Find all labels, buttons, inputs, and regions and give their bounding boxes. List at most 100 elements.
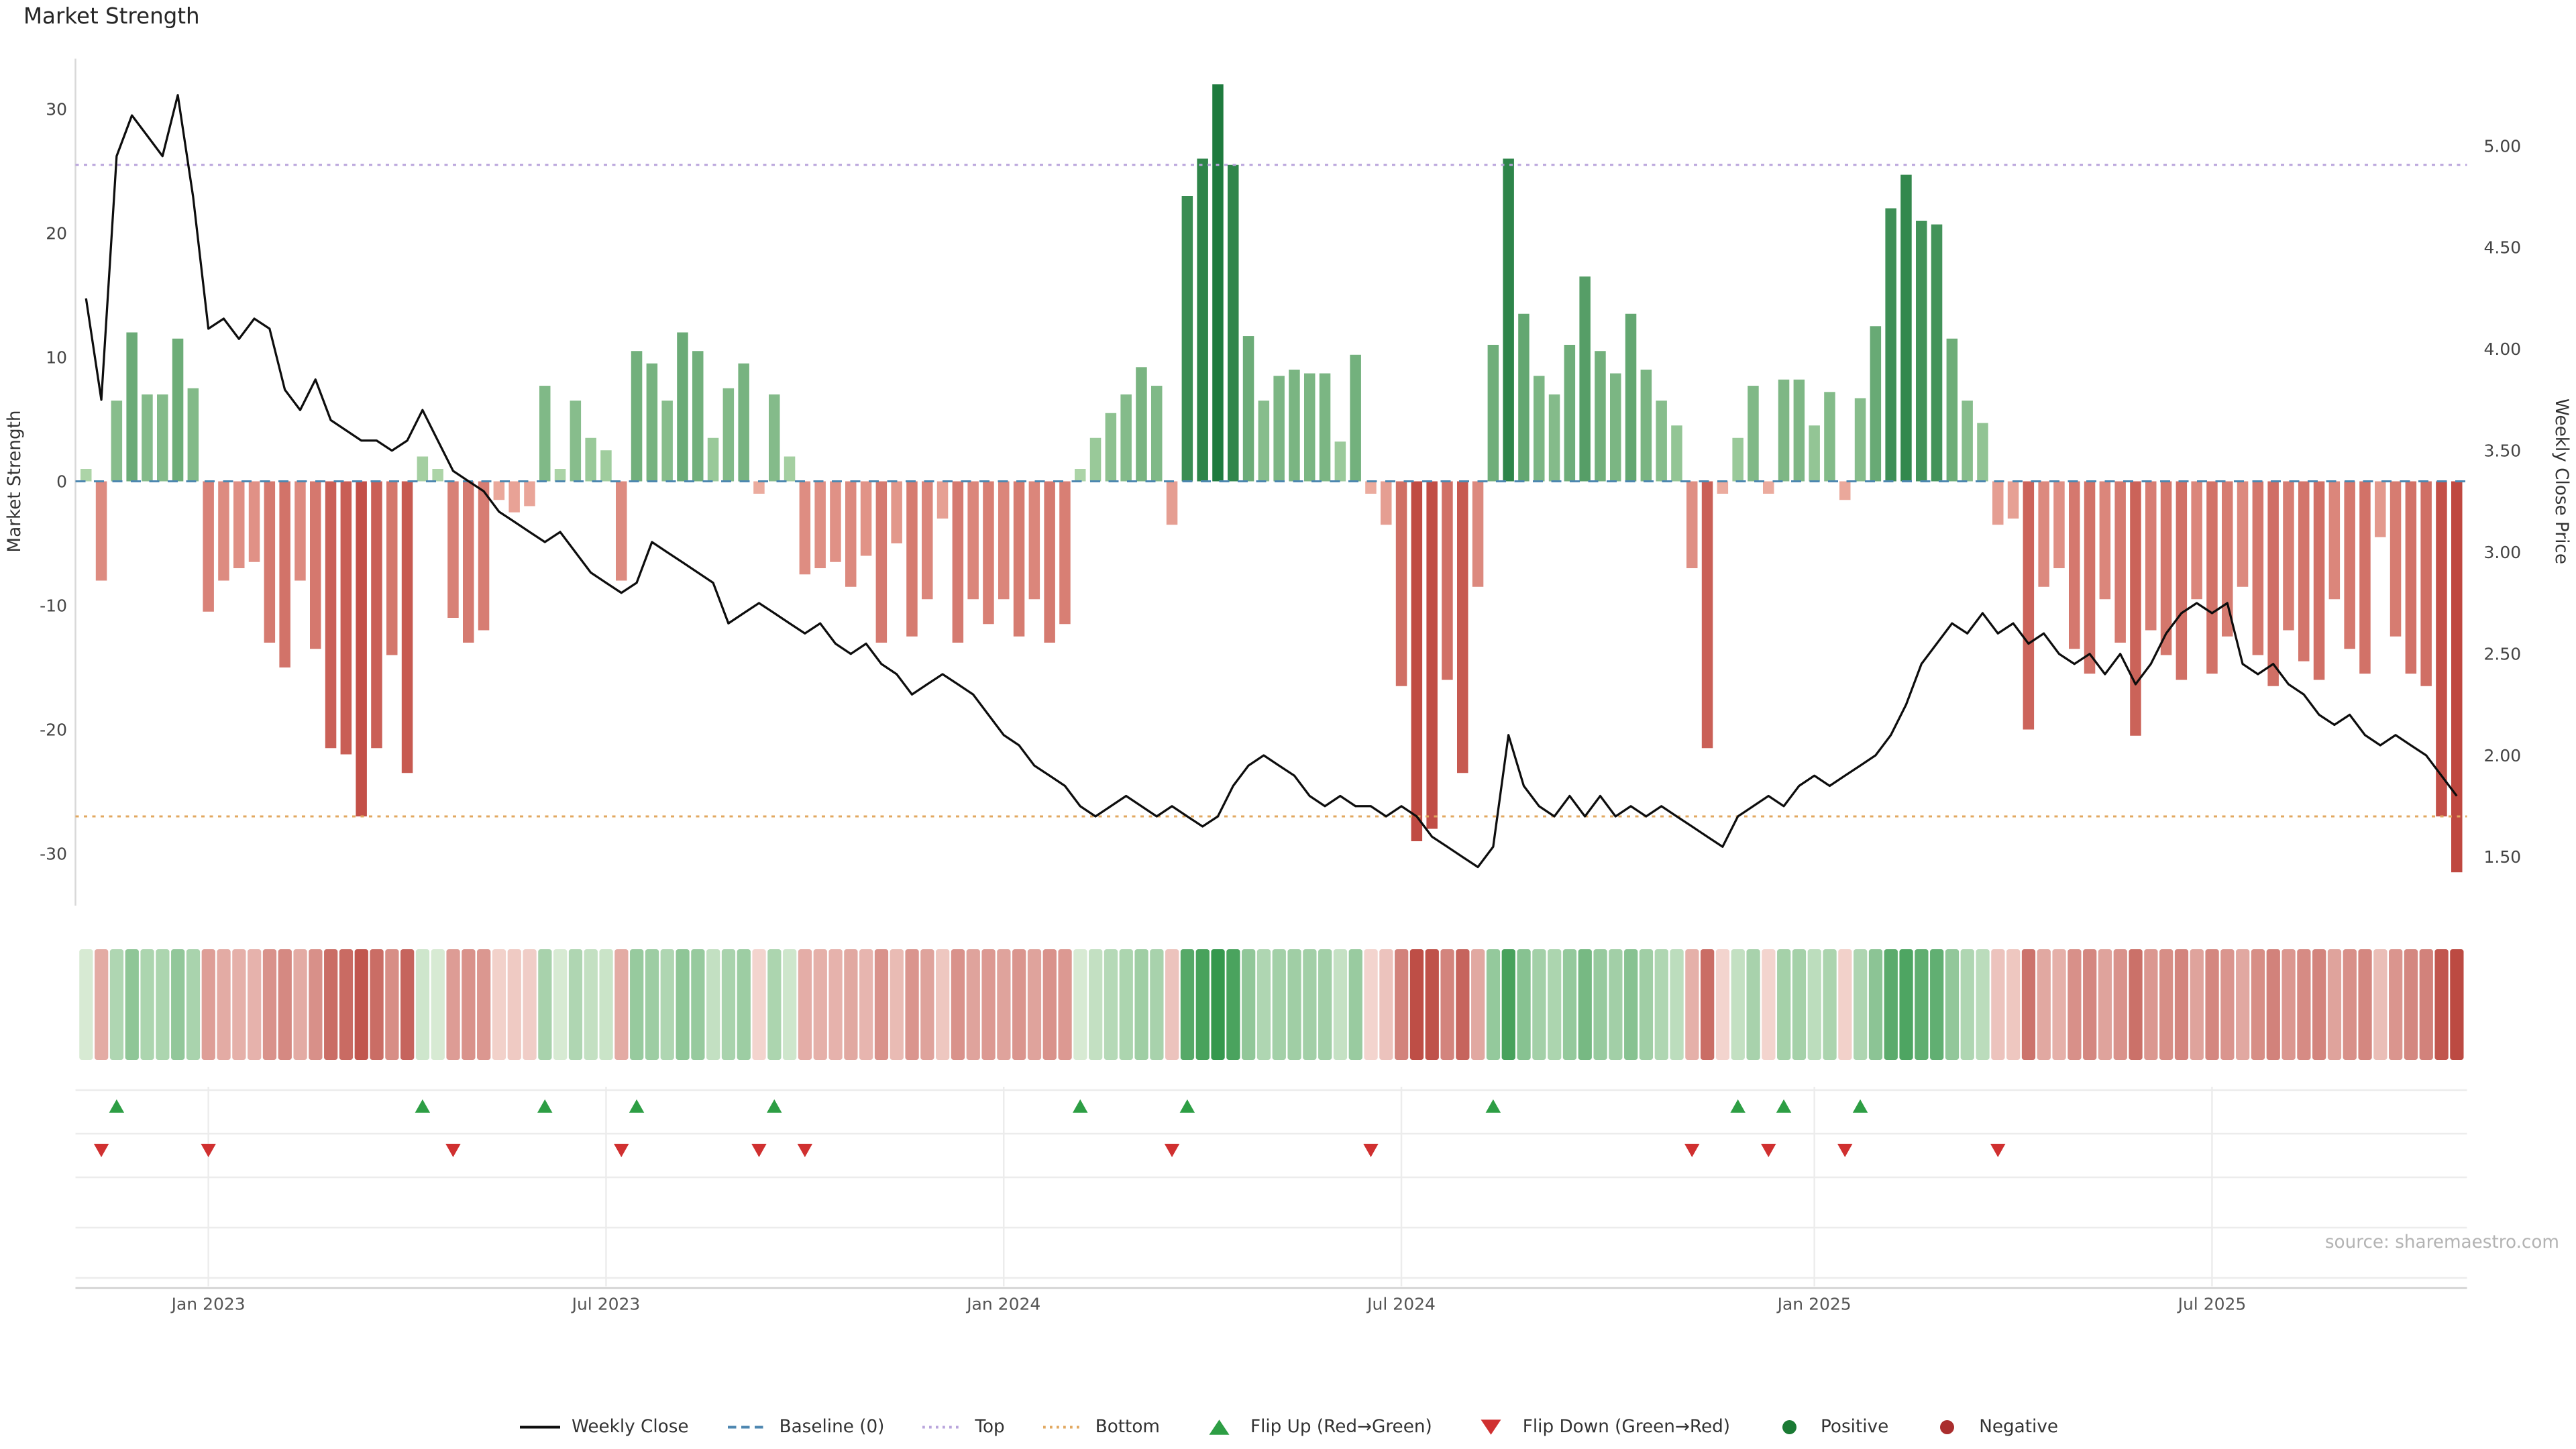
- heatmap-cell: [2389, 949, 2403, 1060]
- legend-dot-icon: [1782, 1420, 1796, 1434]
- strength-bar-negative: [1365, 481, 1377, 494]
- heatmap-cell: [79, 949, 93, 1060]
- heatmap-cell: [783, 949, 797, 1060]
- strength-bar-positive: [1151, 386, 1163, 482]
- legend-item-label: Bottom: [1095, 1417, 1160, 1438]
- heatmap-cell: [584, 949, 598, 1060]
- strength-bar-negative: [2099, 481, 2111, 600]
- strength-bar-positive: [1319, 373, 1331, 482]
- heatmap-cell: [1731, 949, 1745, 1060]
- strength-bar-positive: [80, 469, 92, 482]
- strength-bar-negative: [401, 481, 413, 773]
- heatmap-cell: [2404, 949, 2418, 1060]
- heatmap-cell: [691, 949, 705, 1060]
- strength-bar-positive: [692, 351, 704, 482]
- legend-dotted-line-icon: [1043, 1426, 1084, 1429]
- heatmap-cell: [201, 949, 215, 1060]
- flip-down-marker: [797, 1144, 813, 1157]
- heatmap-cell: [1609, 949, 1623, 1060]
- strength-bar-negative: [845, 481, 857, 587]
- strength-bar-negative: [922, 481, 933, 600]
- flip-down-marker: [1684, 1144, 1700, 1157]
- heatmap-cell: [1440, 949, 1454, 1060]
- heatmap-cell: [2174, 949, 2189, 1060]
- strength-bar-positive: [1181, 196, 1193, 482]
- strength-bar-positive: [677, 332, 688, 482]
- heatmap-cell: [156, 949, 170, 1060]
- strength-bar-positive: [1136, 367, 1147, 482]
- strength-bar-negative: [2267, 481, 2279, 686]
- strength-bar-positive: [1075, 469, 1086, 482]
- strength-bar-negative: [2145, 481, 2157, 631]
- heatmap-cell: [813, 949, 827, 1060]
- heatmap-cell: [1226, 949, 1240, 1060]
- heatmap-cell: [217, 949, 231, 1060]
- heatmap-cell: [1777, 949, 1791, 1060]
- strength-bar-negative: [95, 481, 107, 581]
- heatmap-cell: [660, 949, 674, 1060]
- strength-bar-negative: [2084, 481, 2096, 674]
- heatmap-cell: [2373, 949, 2387, 1060]
- heatmap-cell: [309, 949, 323, 1060]
- legend-item-negative: Negative: [1925, 1417, 2058, 1438]
- legend-dashed-line-icon: [727, 1426, 768, 1429]
- strength-bar-positive: [1503, 158, 1514, 482]
- strength-bar-positive: [661, 400, 673, 482]
- strength-bar-positive: [738, 363, 749, 482]
- strength-bar-negative: [998, 481, 1010, 600]
- heatmap-cell: [1318, 949, 1332, 1060]
- strength-bar-positive: [539, 386, 551, 482]
- flip-up-marker: [629, 1099, 645, 1113]
- strength-bar-positive: [1273, 376, 1285, 482]
- heatmap-cell: [1532, 949, 1546, 1060]
- left-axis-tick-label: -20: [40, 720, 67, 739]
- strength-bar-negative: [1763, 481, 1774, 494]
- legend-dot-icon: [1940, 1420, 1955, 1434]
- strength-bar-positive: [1778, 379, 1790, 482]
- heatmap-cell: [1471, 949, 1485, 1060]
- heatmap-cell: [951, 949, 965, 1060]
- flip-down-marker: [445, 1144, 461, 1157]
- strength-bar-negative: [371, 481, 382, 749]
- strength-bar-negative: [906, 481, 918, 637]
- strength-bar-positive: [1089, 437, 1102, 482]
- flip-down-marker: [614, 1144, 629, 1157]
- heatmap-cell: [2083, 949, 2097, 1060]
- x-axis-tick-label: Jul 2025: [2177, 1295, 2247, 1314]
- strength-bar-negative: [2283, 481, 2294, 631]
- heatmap-cell: [1548, 949, 1562, 1060]
- strength-bar-positive: [142, 394, 153, 482]
- strength-bar-positive: [1212, 84, 1224, 482]
- heatmap-cell: [1042, 949, 1057, 1060]
- heatmap-cell: [1823, 949, 1837, 1060]
- heatmap-cell: [507, 949, 521, 1060]
- heatmap-cell: [2144, 949, 2158, 1060]
- strength-bar-negative: [2023, 481, 2035, 730]
- strength-bar-positive: [1595, 351, 1606, 482]
- heatmap-cell: [1884, 949, 1898, 1060]
- strength-bar-negative: [1013, 481, 1025, 637]
- heatmap-cell: [798, 949, 812, 1060]
- right-axis-tick-label: 4.50: [2484, 238, 2522, 258]
- strength-bar-negative: [2222, 481, 2233, 637]
- strength-bar-negative: [310, 481, 321, 649]
- strength-bar-negative: [1686, 481, 1698, 568]
- strength-bar-positive: [1579, 276, 1591, 482]
- heatmap-cell: [1211, 949, 1225, 1060]
- heatmap-cell: [752, 949, 766, 1060]
- heatmap-cell: [1165, 949, 1179, 1060]
- strength-bar-positive: [157, 394, 168, 482]
- flip-down-marker: [201, 1144, 216, 1157]
- legend-item-flip-up-red-green: Flip Up (Red→Green): [1197, 1417, 1432, 1438]
- heatmap-cell: [2327, 949, 2342, 1060]
- heatmap-cell: [767, 949, 782, 1060]
- heatmap-cell: [370, 949, 384, 1060]
- heatmap-cell: [1089, 949, 1103, 1060]
- left-axis-tick-label: 30: [46, 99, 67, 119]
- flip-down-marker: [1164, 1144, 1180, 1157]
- strength-bar-positive: [784, 456, 796, 482]
- heatmap-cell: [1364, 949, 1378, 1060]
- heatmap-cell: [538, 949, 552, 1060]
- heatmap-cell: [2068, 949, 2082, 1060]
- strength-bar-positive: [1228, 164, 1239, 482]
